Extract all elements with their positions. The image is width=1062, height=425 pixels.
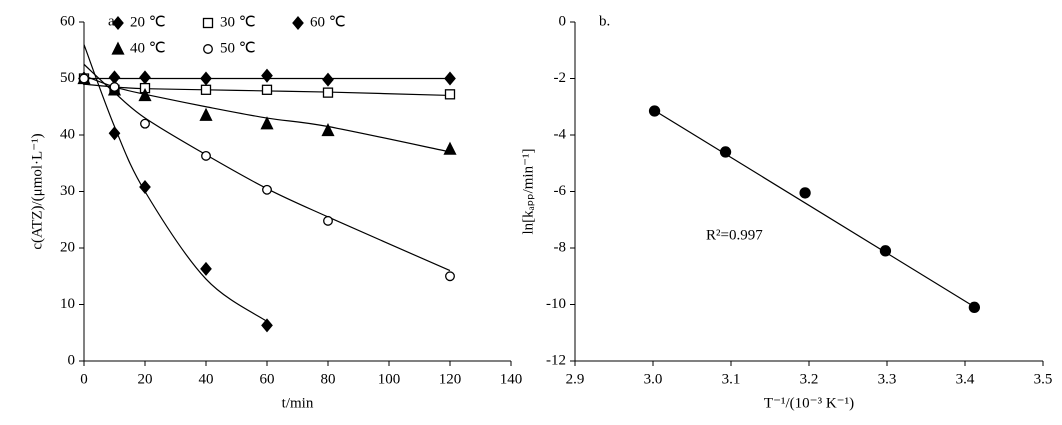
point — [968, 301, 981, 313]
y-tick-label: 0 — [559, 13, 567, 29]
legend-marker — [292, 15, 304, 31]
point — [108, 70, 121, 85]
legend-label: 40 ℃ — [130, 40, 166, 56]
y-axis-label: c(ATZ)/(μmol·L⁻¹) — [29, 133, 45, 249]
point — [322, 72, 334, 87]
panel-label: a. — [108, 13, 118, 29]
point — [138, 87, 152, 102]
x-tick-label: 100 — [378, 371, 401, 387]
point — [201, 150, 211, 161]
x-tick-label: 3.5 — [1034, 371, 1053, 387]
legend-label: 20 ℃ — [130, 14, 166, 30]
x-tick-label: 3.2 — [800, 371, 819, 387]
point — [200, 71, 212, 86]
y-tick-label: -8 — [554, 239, 567, 255]
point — [445, 271, 455, 282]
legend-marker — [111, 41, 125, 55]
y-tick-label: -12 — [546, 352, 566, 368]
x-axis-label: t/min — [282, 395, 314, 411]
point — [109, 82, 120, 92]
point — [261, 84, 273, 95]
panel-label: b. — [599, 13, 610, 29]
x-tick-label: 80 — [321, 371, 336, 387]
y-tick-label: 60 — [60, 13, 75, 29]
fit-curve — [652, 109, 974, 307]
y-tick-label: 10 — [60, 296, 75, 312]
point — [200, 84, 212, 95]
point — [799, 187, 811, 199]
x-tick-label: 3.1 — [722, 371, 741, 387]
x-tick-label: 3.0 — [644, 371, 663, 387]
y-tick-label: -10 — [546, 296, 566, 312]
x-axis-label: T⁻¹/(10⁻³ K⁻¹) — [764, 395, 854, 411]
x-tick-label: 2.9 — [566, 371, 585, 387]
x-tick-label: 40 — [199, 371, 214, 387]
x-tick-label: 120 — [439, 371, 462, 387]
point — [321, 123, 335, 137]
legend-label: 50 ℃ — [220, 40, 256, 56]
x-tick-label: 140 — [500, 371, 523, 387]
y-tick-label: 0 — [68, 352, 76, 368]
y-tick-label: 50 — [60, 70, 75, 86]
point — [444, 71, 456, 86]
point — [260, 116, 274, 130]
annotation: R²=0.997 — [706, 227, 763, 243]
point — [648, 105, 661, 117]
x-tick-label: 60 — [260, 371, 275, 387]
point — [199, 107, 213, 121]
point — [719, 146, 732, 158]
legend-marker — [202, 17, 214, 29]
point — [140, 118, 150, 129]
y-tick-label: -6 — [554, 183, 567, 199]
y-tick-label: -4 — [554, 126, 567, 142]
point — [261, 318, 273, 333]
legend-label: 30 ℃ — [220, 14, 256, 30]
point — [879, 245, 892, 257]
legend-marker — [203, 44, 213, 54]
point — [108, 126, 121, 141]
y-tick-label: 30 — [60, 183, 75, 199]
x-tick-label: 3.3 — [878, 371, 897, 387]
point — [262, 184, 272, 195]
y-axis-label: ln[kₐₚₚ/min⁻¹] — [520, 148, 536, 234]
legend-marker — [112, 15, 124, 31]
point — [200, 261, 212, 276]
y-tick-label: 20 — [60, 239, 75, 255]
fit-curve — [83, 63, 451, 272]
x-tick-label: 3.4 — [956, 371, 975, 387]
point — [322, 87, 334, 98]
point — [139, 70, 151, 85]
y-tick-label: -2 — [554, 70, 567, 86]
legend-label: 60 ℃ — [310, 14, 346, 30]
point — [139, 179, 151, 194]
x-tick-label: 20 — [138, 371, 153, 387]
point — [444, 89, 456, 100]
point — [443, 141, 457, 155]
point — [79, 73, 89, 84]
y-tick-label: 40 — [60, 126, 75, 142]
point — [261, 68, 273, 83]
point — [323, 215, 333, 226]
x-tick-label: 0 — [80, 371, 88, 387]
